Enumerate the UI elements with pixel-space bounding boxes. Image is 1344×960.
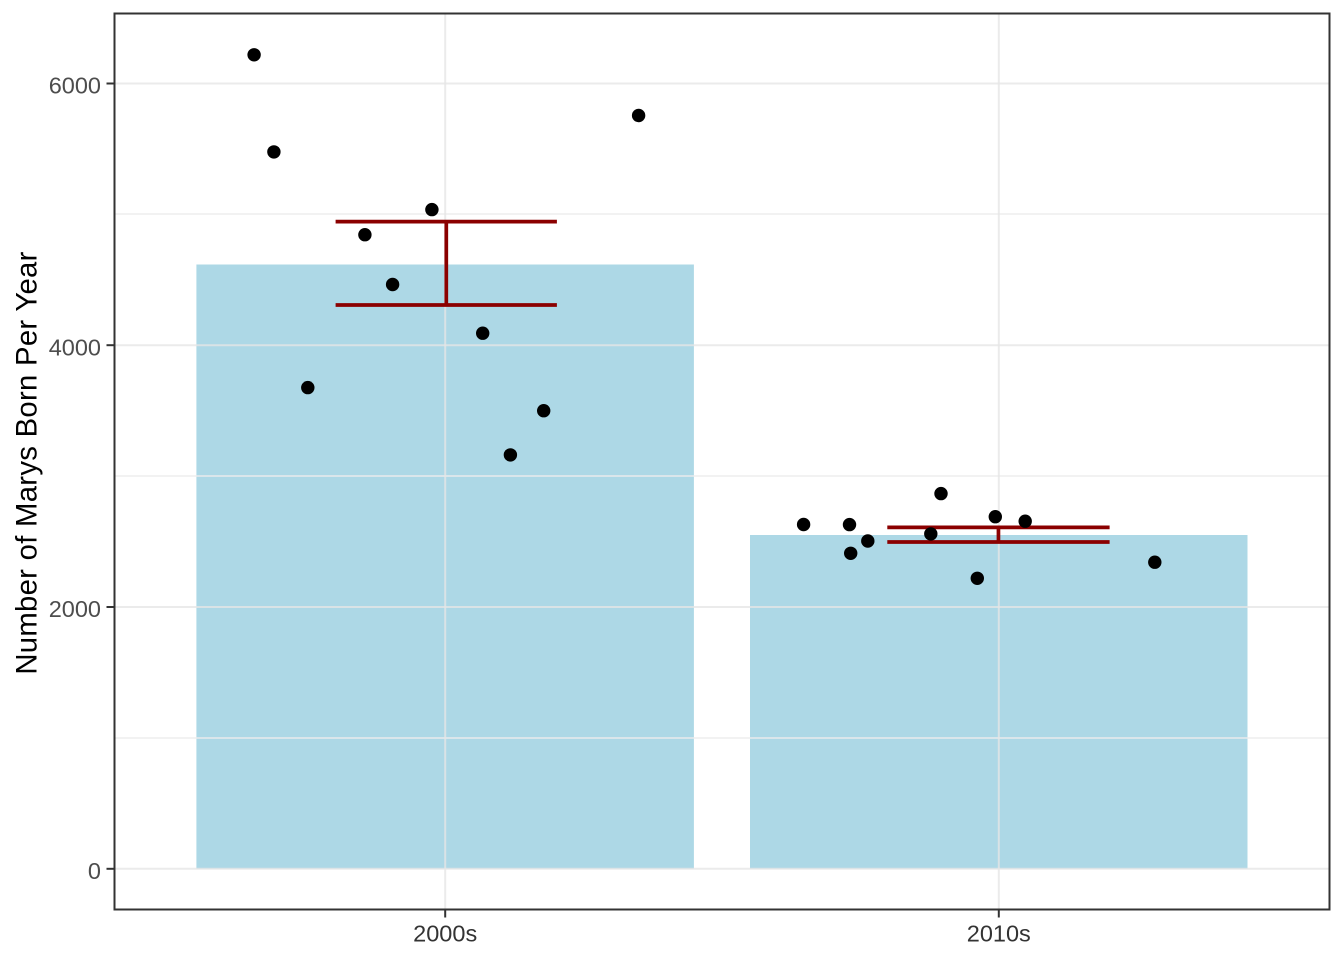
svg-text:2000s: 2000s <box>413 921 477 947</box>
svg-text:2000: 2000 <box>49 596 101 622</box>
svg-text:0: 0 <box>88 858 101 884</box>
svg-text:6000: 6000 <box>49 73 101 99</box>
svg-text:4000: 4000 <box>49 334 101 360</box>
svg-text:Number of Marys Born Per Year: Number of Marys Born Per Year <box>11 251 44 674</box>
svg-text:2010s: 2010s <box>967 921 1031 947</box>
